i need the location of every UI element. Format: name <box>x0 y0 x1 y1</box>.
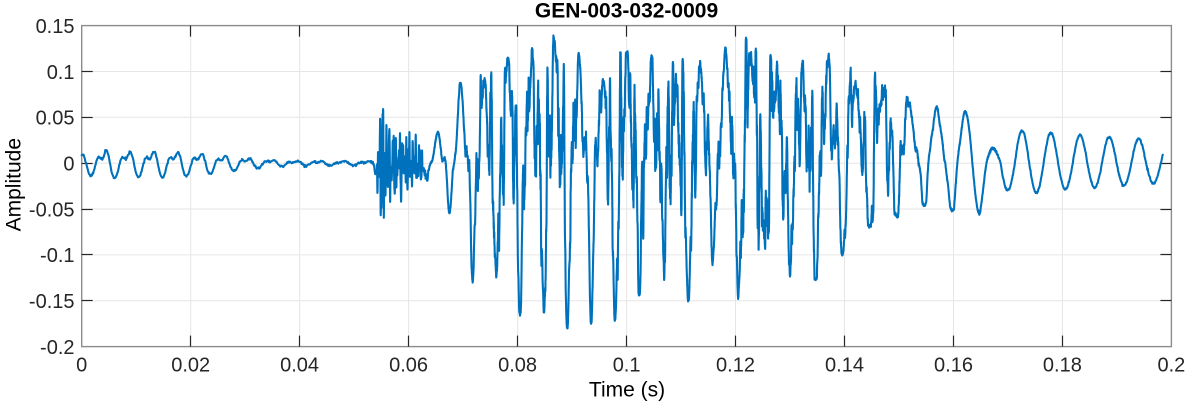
svg-text:0.18: 0.18 <box>1043 355 1082 377</box>
svg-text:0.2: 0.2 <box>1157 355 1185 377</box>
svg-text:-0.2: -0.2 <box>40 337 74 359</box>
svg-text:-0.05: -0.05 <box>29 199 75 221</box>
svg-text:Amplitude: Amplitude <box>3 138 26 231</box>
svg-text:0.14: 0.14 <box>825 355 864 377</box>
svg-text:0.06: 0.06 <box>389 355 428 377</box>
svg-text:0.12: 0.12 <box>716 355 755 377</box>
svg-text:0.1: 0.1 <box>613 355 641 377</box>
svg-text:GEN-003-032-0009: GEN-003-032-0009 <box>535 0 718 23</box>
svg-text:-0.1: -0.1 <box>40 245 74 267</box>
svg-text:0.15: 0.15 <box>36 16 75 38</box>
svg-text:0.05: 0.05 <box>36 108 75 130</box>
svg-text:0: 0 <box>76 355 87 377</box>
svg-text:0.08: 0.08 <box>498 355 537 377</box>
svg-text:Time (s): Time (s) <box>589 379 665 402</box>
svg-text:0.02: 0.02 <box>171 355 210 377</box>
svg-text:0.04: 0.04 <box>280 355 319 377</box>
svg-text:-0.15: -0.15 <box>29 291 75 313</box>
svg-text:0.16: 0.16 <box>934 355 973 377</box>
svg-text:0: 0 <box>63 154 74 176</box>
svg-text:0.1: 0.1 <box>47 62 75 84</box>
